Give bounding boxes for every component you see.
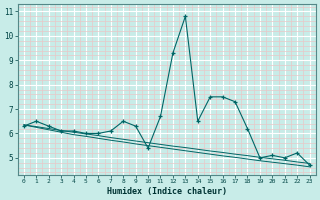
- X-axis label: Humidex (Indice chaleur): Humidex (Indice chaleur): [107, 187, 227, 196]
